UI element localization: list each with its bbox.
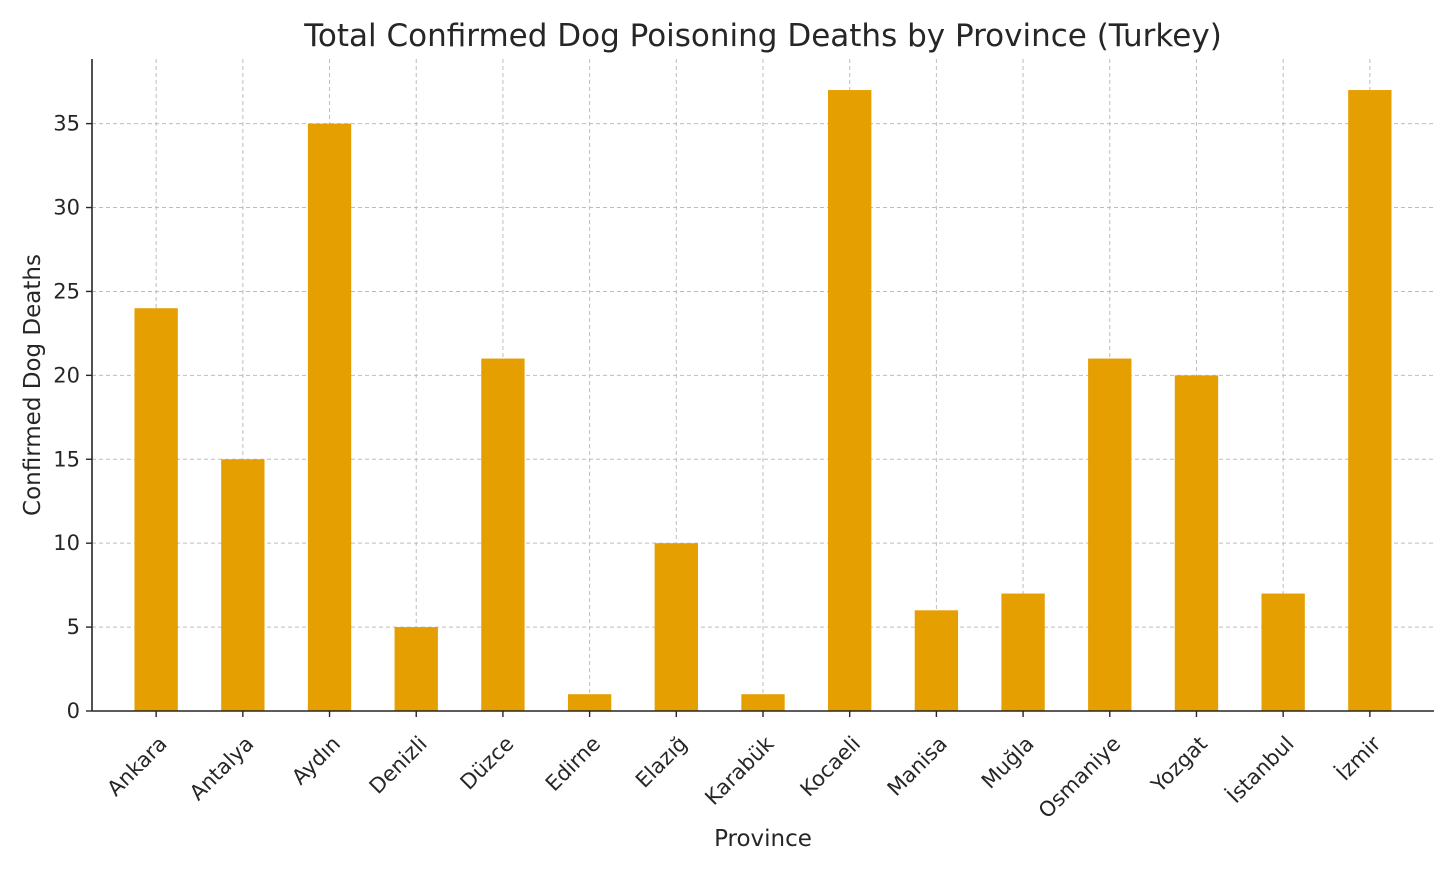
y-tick-label: 25	[53, 279, 80, 303]
y-tick-label: 30	[53, 196, 80, 220]
chart-title: Total Confirmed Dog Poisoning Deaths by …	[303, 18, 1222, 54]
x-tick-label: Kocaeli	[796, 732, 866, 802]
grid	[92, 59, 1434, 712]
x-ticks: Ankara Antalya Aydın Denizli Düzce Edirne Elaz…	[103, 711, 1386, 823]
bar-Karabük	[741, 694, 785, 711]
x-axis-label: Province	[714, 826, 812, 852]
bar-Edirne	[567, 694, 612, 711]
x-tick-label: Ankara	[103, 732, 172, 801]
x-tick-label: Denizli	[365, 732, 432, 799]
bar-İzmir	[1348, 90, 1392, 712]
x-tick-label: Edirne	[541, 732, 605, 796]
y-tick-label: 15	[53, 447, 80, 471]
x-tick-label: Yozgat	[1146, 732, 1212, 798]
x-tick-label: Antalya	[185, 732, 258, 805]
x-tick-label: Düzce	[456, 732, 519, 795]
x-tick-label: Karabük	[700, 731, 779, 810]
bar-Muğla	[1001, 593, 1045, 711]
x-tick-label: Muğla	[977, 732, 1039, 794]
y-tick-label: 5	[67, 615, 80, 639]
x-tick-label: Aydın	[287, 732, 345, 790]
y-tick-label: 20	[53, 363, 80, 387]
x-tick-label: İstanbul	[1222, 731, 1299, 808]
bar-Yozgat	[1174, 375, 1219, 711]
bar-Manisa	[914, 610, 959, 711]
bar-Düzce	[481, 358, 525, 711]
bar-Antalya	[221, 459, 265, 711]
y-ticks: 0 5 10 15 20 25 30 35	[53, 112, 92, 723]
y-axis-label: Confirmed Dog Deaths	[20, 254, 46, 516]
bars	[134, 90, 1392, 712]
bar-Ankara	[134, 308, 178, 711]
x-tick-label: Osmaniye	[1034, 732, 1125, 823]
x-tick-label: Elazığ	[631, 732, 692, 793]
x-tick-label: İzmir	[1331, 731, 1386, 786]
bar-Elazığ	[654, 543, 698, 711]
bar-Kocaeli	[828, 90, 872, 712]
bar-Denizli	[394, 627, 438, 711]
x-tick-label: Manisa	[883, 732, 952, 801]
y-tick-label: 35	[53, 112, 80, 136]
bar-İstanbul	[1261, 593, 1305, 711]
bar-Osmaniye	[1088, 358, 1132, 711]
y-tick-label: 10	[53, 531, 80, 555]
y-tick-label: 0	[67, 699, 80, 723]
bar-Aydın	[307, 123, 352, 711]
